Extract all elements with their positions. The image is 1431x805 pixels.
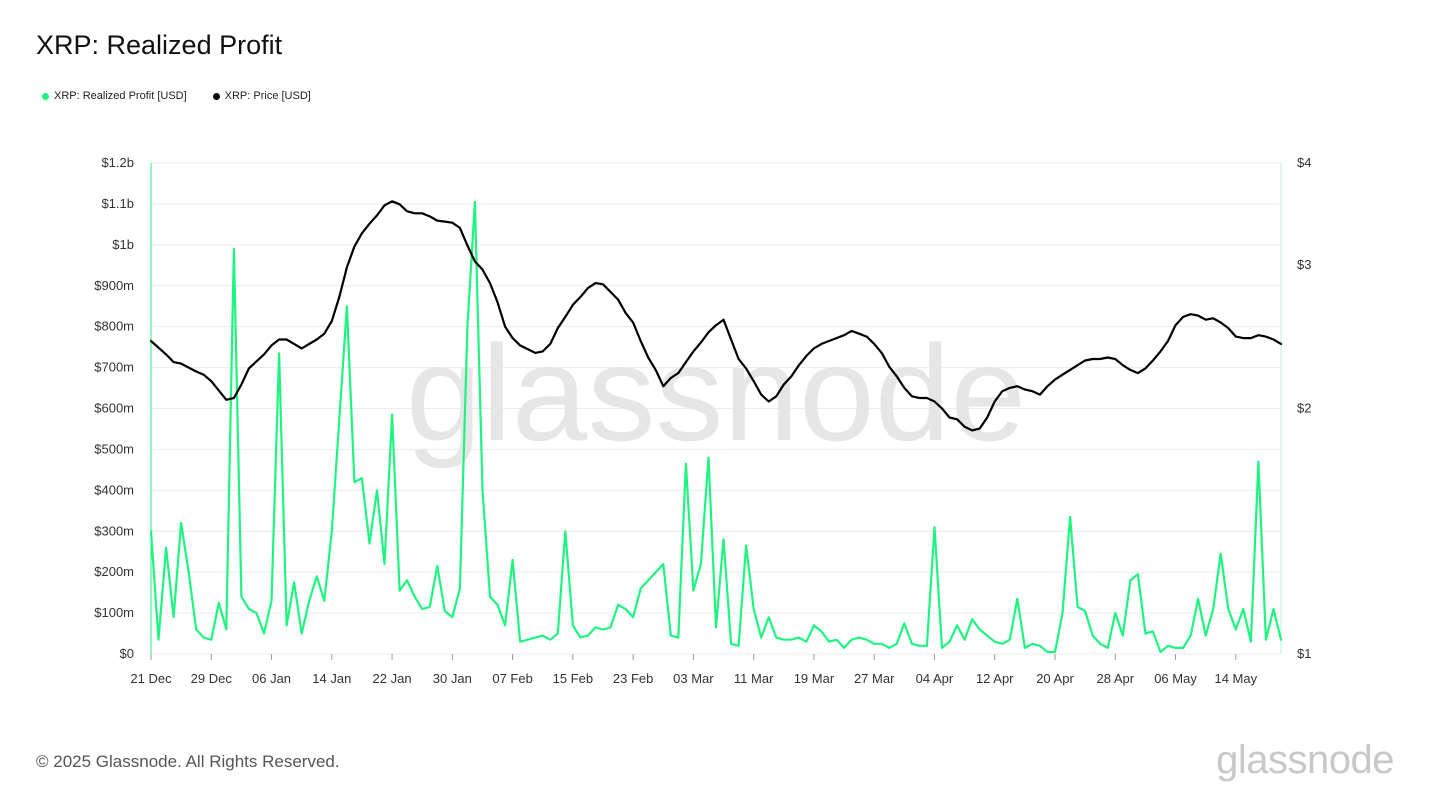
y-left-tick-label: $1.2b (101, 155, 134, 170)
y-left-tick-label: $1.1b (101, 196, 134, 211)
legend-label-price: XRP: Price [USD] (224, 90, 311, 102)
legend-label-realized-profit: XRP: Realized Profit [USD] (54, 90, 187, 102)
legend-dot-icon (212, 92, 220, 100)
axes: $0 $100m $200m $300m $400m $500m $600m $700m $80… (94, 155, 1311, 686)
x-tick-label: 20 Apr (1036, 671, 1074, 686)
y-right-tick-label: $3 (1297, 257, 1311, 272)
y-right-tick-label: $4 (1297, 155, 1311, 170)
x-tick-label: 22 Jan (373, 671, 412, 686)
x-tick-label: 14 Jan (312, 671, 351, 686)
y-left-tick-label: $200m (94, 564, 134, 579)
x-tick-label: 15 Feb (553, 671, 593, 686)
y-left-tick-label: $400m (94, 482, 134, 497)
legend-item-realized-profit[interactable]: XRP: Realized Profit [USD] (42, 90, 187, 102)
x-tick-label: 04 Apr (916, 671, 954, 686)
y-right-tick-label: $1 (1297, 646, 1311, 661)
legend-dot-icon (42, 92, 49, 100)
y-left-tick-label: $300m (94, 523, 134, 538)
x-tick-label: 27 Mar (854, 671, 895, 686)
series-line-price (149, 200, 1283, 432)
x-tick-label: 30 Jan (433, 671, 472, 686)
y-right-tick-label: $2 (1297, 401, 1311, 416)
x-tick-label: 14 May (1214, 671, 1257, 686)
y-left-tick-label: $500m (94, 441, 134, 456)
y-left-tick-label: $800m (94, 319, 134, 334)
y-left-tick-label: $100m (94, 605, 134, 620)
x-tick-label: 21 Dec (130, 671, 172, 686)
x-tick-label: 06 Jan (252, 671, 291, 686)
x-tick-label: 07 Feb (492, 671, 532, 686)
copyright-text: © 2025 Glassnode. All Rights Reserved. (36, 752, 340, 771)
x-tick-label: 06 May (1154, 671, 1197, 686)
x-tick-label: 29 Dec (191, 671, 233, 686)
x-tick-label: 03 Mar (673, 671, 714, 686)
series-group (149, 200, 1283, 654)
x-tick-label: 19 Mar (794, 671, 835, 686)
y-left-tick-label: $900m (94, 278, 134, 293)
y-left-tick-label: $0 (120, 646, 134, 661)
x-tick-label: 12 Apr (976, 671, 1014, 686)
grid-lines (151, 162, 1281, 655)
legend-item-price[interactable]: XRP: Price [USD] (212, 90, 311, 102)
chart-title: XRP: Realized Profit (36, 30, 283, 60)
x-tick-label: 11 Mar (734, 671, 774, 686)
series-line-realized-profit (149, 200, 1283, 654)
chart-legend: XRP: Realized Profit [USD] XRP: Price [U… (42, 90, 311, 102)
watermark: glassnode (406, 317, 1026, 469)
x-tick-label: 23 Feb (613, 671, 653, 686)
y-left-tick-label: $1b (112, 237, 134, 252)
brand-logo[interactable]: glassnode (1216, 738, 1394, 782)
y-left-tick-label: $700m (94, 360, 134, 375)
y-left-tick-label: $600m (94, 401, 134, 416)
x-tick-label: 28 Apr (1096, 671, 1134, 686)
